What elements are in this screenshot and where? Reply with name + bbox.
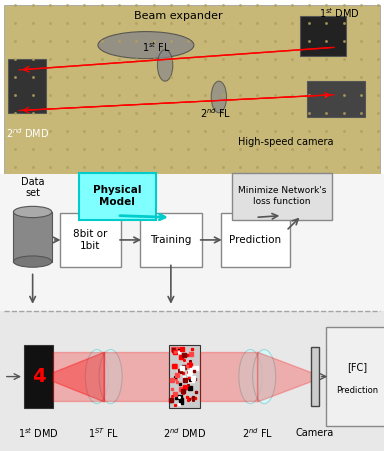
Text: 1$^{st}$ FL: 1$^{st}$ FL: [142, 41, 171, 54]
FancyBboxPatch shape: [140, 213, 202, 267]
FancyBboxPatch shape: [169, 345, 200, 408]
FancyBboxPatch shape: [0, 311, 384, 451]
Ellipse shape: [239, 350, 262, 404]
Text: Prediction: Prediction: [336, 386, 378, 395]
Text: 1$^{st}$ DMD: 1$^{st}$ DMD: [319, 7, 359, 20]
Text: $1^{st}$ DMD: $1^{st}$ DMD: [18, 426, 59, 440]
Ellipse shape: [99, 350, 122, 404]
Text: Prediction: Prediction: [229, 235, 281, 245]
Text: $1^{ST}$ FL: $1^{ST}$ FL: [88, 426, 119, 440]
Text: 8bit or
1bit: 8bit or 1bit: [73, 229, 108, 251]
FancyBboxPatch shape: [60, 213, 121, 267]
Text: Training: Training: [150, 235, 192, 245]
Text: 2$^{nd}$ FL: 2$^{nd}$ FL: [200, 106, 231, 120]
FancyBboxPatch shape: [300, 16, 346, 56]
FancyBboxPatch shape: [13, 212, 52, 262]
Text: 4: 4: [31, 367, 45, 386]
FancyBboxPatch shape: [326, 327, 384, 426]
Text: Data
set: Data set: [21, 177, 45, 198]
FancyBboxPatch shape: [24, 345, 53, 408]
FancyBboxPatch shape: [79, 173, 156, 220]
Text: $2^{nd}$ FL: $2^{nd}$ FL: [242, 426, 273, 440]
FancyBboxPatch shape: [221, 213, 290, 267]
Ellipse shape: [13, 256, 52, 267]
Ellipse shape: [211, 81, 227, 113]
Ellipse shape: [98, 32, 194, 59]
Text: 2$^{nd}$ DMD: 2$^{nd}$ DMD: [6, 126, 49, 140]
Ellipse shape: [157, 50, 173, 81]
FancyBboxPatch shape: [311, 347, 319, 406]
FancyBboxPatch shape: [307, 81, 365, 117]
Text: Camera: Camera: [296, 428, 334, 438]
Text: [FC]: [FC]: [347, 363, 367, 373]
FancyBboxPatch shape: [232, 173, 332, 220]
FancyBboxPatch shape: [8, 59, 46, 113]
Ellipse shape: [13, 207, 52, 217]
Text: Physical
Model: Physical Model: [93, 185, 141, 207]
Text: Beam expander: Beam expander: [134, 11, 223, 21]
Ellipse shape: [253, 350, 276, 404]
Text: High-speed camera: High-speed camera: [238, 137, 334, 147]
Ellipse shape: [85, 350, 108, 404]
FancyBboxPatch shape: [4, 5, 380, 174]
Text: $2^{nd}$ DMD: $2^{nd}$ DMD: [163, 426, 206, 440]
Text: Minimize Network's
loss function: Minimize Network's loss function: [238, 186, 326, 206]
FancyBboxPatch shape: [0, 174, 384, 311]
